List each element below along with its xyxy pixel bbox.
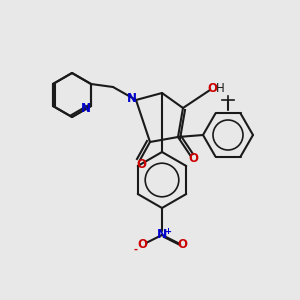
Text: O: O [136,158,146,170]
Text: O: O [188,152,198,166]
Text: H: H [216,82,224,94]
Text: +: + [164,226,172,236]
Text: N: N [157,229,167,242]
Text: N: N [81,101,91,115]
Text: O: O [137,238,147,251]
Text: N: N [127,92,137,106]
Text: O: O [177,238,187,251]
Text: O: O [207,82,217,94]
Text: -: - [133,245,137,255]
